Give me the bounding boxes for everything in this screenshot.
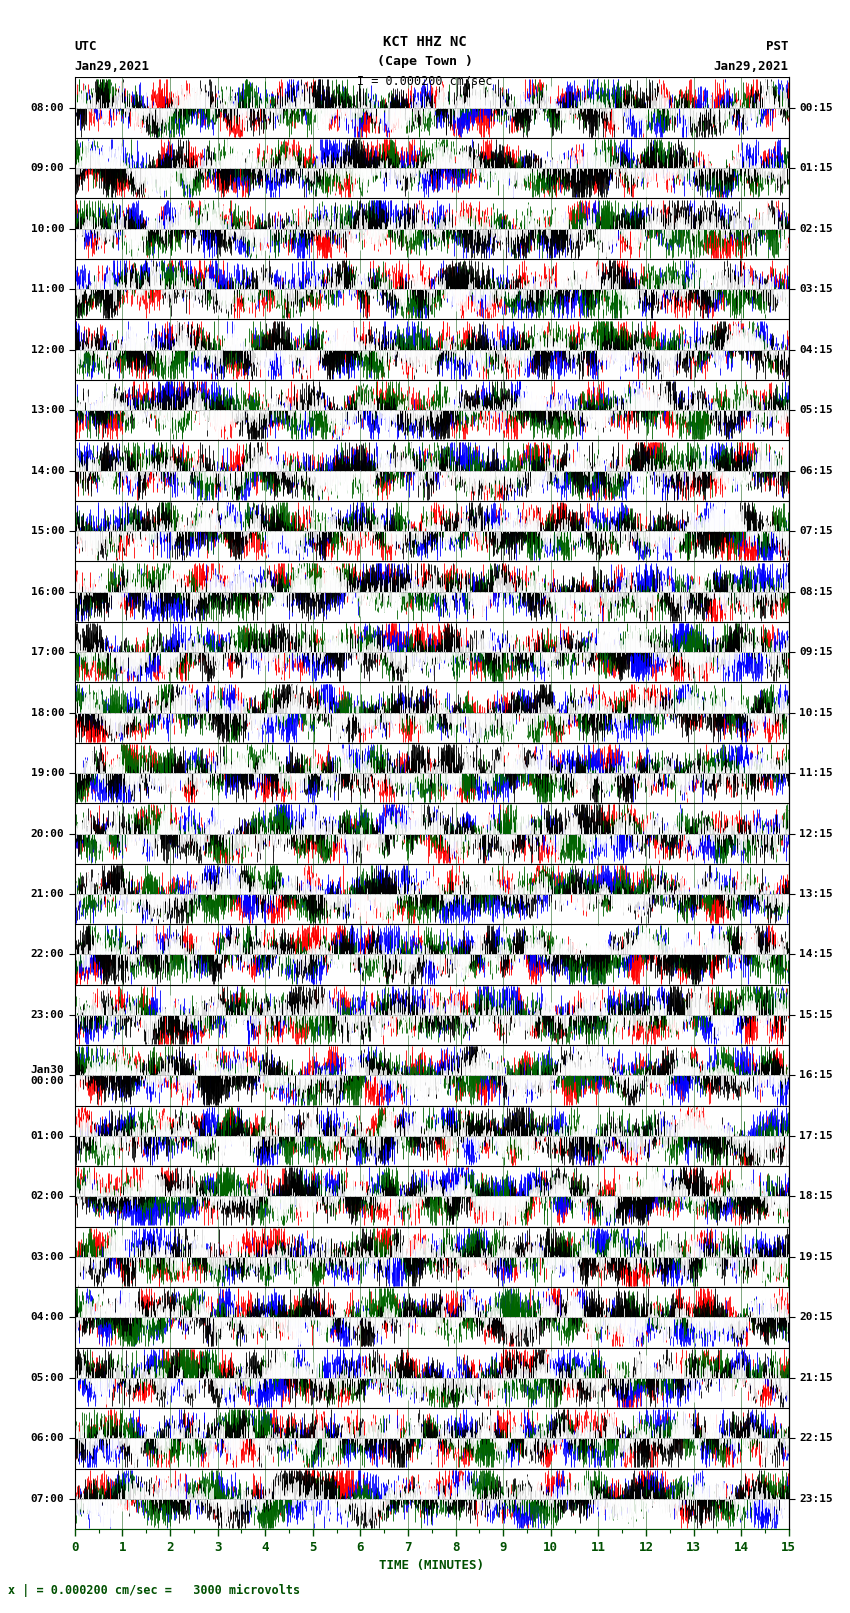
- Text: I = 0.000200 cm/sec: I = 0.000200 cm/sec: [357, 74, 493, 87]
- Text: Jan29,2021: Jan29,2021: [75, 60, 150, 73]
- X-axis label: TIME (MINUTES): TIME (MINUTES): [379, 1560, 484, 1573]
- Text: KCT HHZ NC: KCT HHZ NC: [383, 35, 467, 50]
- Text: UTC: UTC: [75, 40, 97, 53]
- Text: x | = 0.000200 cm/sec =   3000 microvolts: x | = 0.000200 cm/sec = 3000 microvolts: [8, 1584, 301, 1597]
- Text: PST: PST: [767, 40, 789, 53]
- Text: (Cape Town ): (Cape Town ): [377, 55, 473, 68]
- Text: Jan29,2021: Jan29,2021: [714, 60, 789, 73]
